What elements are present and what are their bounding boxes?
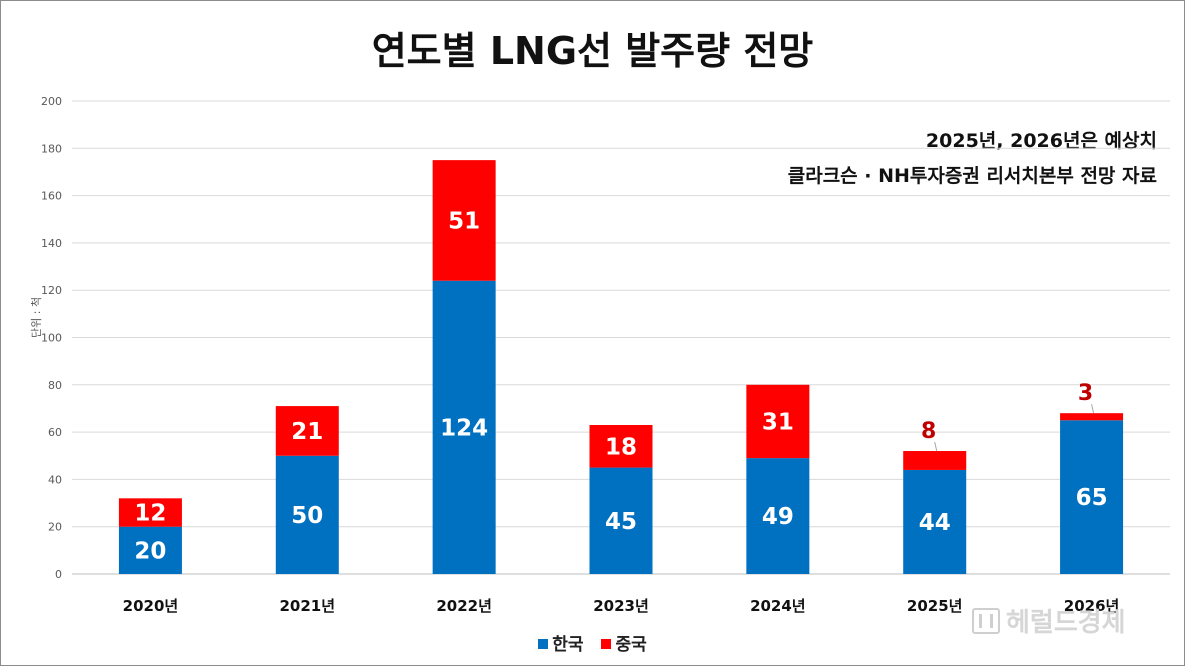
- data-label-korea: 65: [1076, 485, 1108, 511]
- y-tick-label: 100: [41, 332, 62, 345]
- bar-china: [432, 160, 496, 281]
- x-tick-label: 2023년: [593, 597, 649, 615]
- legend-label-korea: 한국: [552, 635, 584, 655]
- y-tick-label: 140: [41, 237, 62, 250]
- bar-korea: [432, 280, 496, 574]
- source-note: 클라크슨 · NH투자증권 리서치본부 전망 자료: [787, 165, 1157, 187]
- watermark-text: 헤럴드경제: [1006, 608, 1126, 638]
- data-label-korea: 124: [440, 415, 488, 441]
- data-label-china: 31: [762, 409, 794, 435]
- legend-swatch-korea: [538, 639, 549, 649]
- bar-china: [746, 384, 810, 459]
- legend-swatch-china: [601, 639, 612, 649]
- y-tick-label: 180: [41, 142, 62, 155]
- data-label-china: 12: [134, 501, 166, 527]
- leader-line: [1091, 404, 1095, 414]
- data-label-china: 21: [291, 419, 323, 445]
- bar-korea: [118, 526, 182, 574]
- y-tick-label: 60: [48, 426, 62, 439]
- chart-title: 연도별 LNG선 발주량 전망: [371, 29, 814, 73]
- y-tick-label: 200: [41, 95, 62, 108]
- legend: 한국 중국: [0, 630, 1185, 655]
- y-tick-label: 0: [55, 568, 62, 581]
- bar-korea: [746, 458, 810, 574]
- bar-korea: [903, 469, 967, 574]
- bar-china: [1060, 413, 1124, 421]
- y-tick-label: 40: [48, 473, 62, 486]
- y-tick-label: 80: [48, 379, 62, 392]
- forecast-note: 2025년, 2026년은 예상치: [925, 130, 1157, 152]
- bar-china: [275, 406, 339, 456]
- data-label-china: 3: [1078, 381, 1093, 406]
- y-tick-label: 20: [48, 521, 62, 534]
- watermark-logo-icon: [972, 608, 1000, 634]
- watermark: 헤럴드경제: [972, 602, 1126, 639]
- y-tick-label: 160: [41, 190, 62, 203]
- bar-korea: [1060, 420, 1124, 574]
- bar-china: [903, 451, 967, 470]
- legend-label-china: 중국: [615, 635, 647, 655]
- bar-korea: [589, 467, 653, 574]
- y-tick-label: 120: [41, 284, 62, 297]
- legend-item-korea: 한국: [538, 630, 584, 655]
- data-label-korea: 44: [919, 510, 951, 536]
- x-tick-label: 2026년: [1064, 597, 1120, 615]
- x-tick-label: 2024년: [750, 597, 806, 615]
- data-label-korea: 49: [762, 504, 794, 530]
- data-label-korea: 50: [291, 503, 323, 529]
- data-label-china: 51: [448, 208, 480, 234]
- x-tick-label: 2022년: [436, 597, 492, 615]
- data-label-china: 18: [605, 434, 637, 460]
- bar-china: [589, 425, 653, 468]
- x-tick-label: 2020년: [123, 597, 179, 615]
- data-label-china: 8: [921, 419, 936, 444]
- x-tick-label: 2021년: [280, 597, 336, 615]
- x-tick-label: 2025년: [907, 597, 963, 615]
- leader-line: [934, 441, 938, 452]
- legend-item-china: 중국: [601, 630, 647, 655]
- bar-korea: [275, 455, 339, 574]
- data-label-korea: 20: [134, 538, 166, 564]
- data-label-korea: 45: [605, 509, 637, 535]
- bar-china: [118, 498, 182, 527]
